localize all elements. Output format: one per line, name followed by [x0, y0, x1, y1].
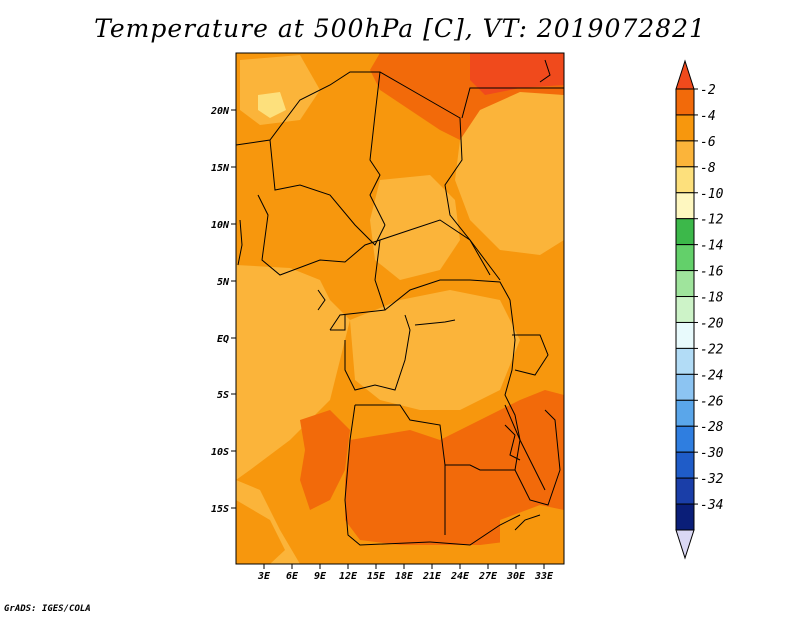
colorbar-swatch — [675, 166, 695, 194]
colorbar-swatch — [675, 399, 695, 427]
border-line — [330, 315, 346, 331]
border-line — [504, 404, 546, 491]
chart-title: Temperature at 500hPa [C], VT: 201907282… — [94, 14, 706, 43]
colorbar-swatch — [675, 244, 695, 272]
lon-label-6e: 6E — [286, 571, 299, 582]
field-light-congo — [350, 290, 520, 410]
lat-label-20n: 20N — [210, 106, 230, 117]
colorbar-swatch — [675, 373, 695, 401]
border-line — [379, 219, 501, 281]
lat-label-15n: 15N — [211, 163, 230, 174]
border-line — [317, 289, 326, 311]
border-line — [514, 409, 561, 506]
colorbar-label: -14 — [700, 239, 723, 254]
field-pale-north — [258, 92, 286, 118]
colorbar-swatch — [675, 88, 695, 116]
lon-label-18e: 18E — [395, 571, 414, 582]
border-line — [237, 219, 243, 266]
lon-label-12e: 12E — [339, 571, 358, 582]
colorbar-swatch — [675, 347, 695, 375]
colorbar-swatch — [675, 321, 695, 349]
field-orange-southwest-corner — [236, 500, 285, 564]
colorbar-label: -22 — [700, 342, 724, 357]
border-line — [539, 59, 551, 83]
colorbar-label: -8 — [700, 161, 716, 176]
lon-label-21e: 21E — [422, 571, 442, 582]
border-line — [512, 334, 549, 376]
colorbar-label: -34 — [700, 498, 723, 513]
border-line — [429, 514, 521, 546]
lat-label-5n: 5N — [217, 277, 230, 288]
footer-credit: GrADS: IGES/COLA — [4, 604, 91, 614]
field-light-central — [370, 175, 460, 280]
lat-label-10s: 10S — [211, 447, 229, 458]
lon-label-30e: 30E — [506, 571, 526, 582]
country-borders — [236, 59, 564, 546]
field-hot-northeast — [470, 53, 564, 95]
border-line — [344, 404, 431, 546]
lon-label-24e: 24E — [450, 571, 470, 582]
colorbar-label: -16 — [700, 265, 724, 280]
field-warm-southwest — [300, 410, 350, 510]
border-line — [414, 319, 456, 326]
colorbar-label: -4 — [700, 109, 716, 124]
colorbar-swatch — [675, 477, 695, 505]
lon-label-9e: 9E — [314, 571, 327, 582]
colorbar-label: -28 — [700, 420, 724, 435]
colorbar-label: -6 — [700, 135, 716, 150]
colorbar-swatch — [675, 296, 695, 323]
field-orange-southeast — [500, 505, 564, 564]
border-line — [369, 71, 386, 226]
border-line — [257, 194, 381, 276]
temperature-field — [236, 53, 564, 564]
colorbar-label: -30 — [700, 446, 724, 461]
lon-label-3e: 3E — [257, 571, 271, 582]
colorbar: -2 -4 -6 -8 -10 -12 -14 -16 -18 -20 -22 -24 -26 -28 -3… — [675, 59, 724, 560]
colorbar-swatch — [675, 218, 695, 246]
colorbar-label: -18 — [700, 291, 724, 306]
colorbar-swatch — [675, 451, 695, 479]
lon-label-15e: 15E — [367, 571, 386, 582]
lat-label-10n: 10N — [211, 220, 230, 231]
lat-axis: 20N 15N 10N 5N EQ 5S 10S 15S — [210, 106, 236, 515]
colorbar-swatch — [675, 425, 695, 453]
colorbar-label: -2 — [700, 83, 716, 98]
map-frame — [235, 52, 565, 565]
colorbar-bottom-arrow — [675, 529, 695, 560]
lat-label-15s: 15S — [211, 504, 229, 515]
colorbar-swatch — [675, 270, 695, 298]
lon-label-33e: 33E — [534, 571, 554, 582]
colorbar-label: -24 — [700, 368, 723, 383]
colorbar-label: -10 — [700, 187, 724, 202]
colorbar-swatch — [675, 114, 695, 142]
border-line — [344, 314, 411, 391]
colorbar-label: -12 — [700, 213, 724, 228]
lon-axis: 3E 6E 9E 12E 15E 18E 21E 24E 27E 30E 33E — [257, 564, 554, 582]
border-line — [236, 71, 491, 276]
border-line — [355, 404, 515, 471]
border-line — [461, 87, 564, 119]
colorbar-label: -32 — [700, 472, 724, 487]
colorbar-label: -20 — [700, 316, 724, 331]
field-light-northeast — [455, 90, 564, 255]
border-line — [514, 514, 541, 531]
colorbar-label: -26 — [700, 394, 724, 409]
lat-label-eq: EQ — [217, 334, 229, 345]
lon-label-27e: 27E — [478, 571, 498, 582]
field-light-west — [236, 265, 350, 480]
colorbar-swatch — [675, 192, 695, 220]
border-line — [384, 279, 521, 471]
border-line — [269, 139, 386, 246]
colorbar-swatch — [675, 503, 695, 531]
lat-label-5s: 5S — [217, 390, 229, 401]
colorbar-top-arrow — [675, 59, 695, 90]
colorbar-swatch — [675, 140, 695, 168]
border-line — [504, 424, 521, 461]
